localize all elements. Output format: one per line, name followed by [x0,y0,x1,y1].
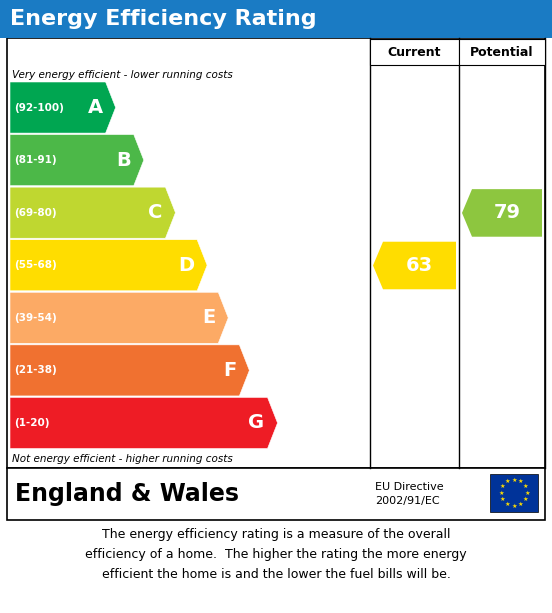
Text: (39-54): (39-54) [14,313,57,323]
Text: EU Directive
2002/91/EC: EU Directive 2002/91/EC [375,482,444,506]
Text: ★: ★ [500,484,506,489]
Bar [7,38,545,468]
Text: B: B [116,151,131,170]
Text: ★: ★ [500,497,506,502]
Text: A: A [87,98,103,117]
Text: ★: ★ [518,479,523,484]
Text: ★: ★ [511,503,517,509]
Text: F: F [223,361,236,380]
Text: C: C [148,203,162,222]
Text: (81-91): (81-91) [14,155,57,165]
Text: 79: 79 [493,204,521,223]
Text: ★: ★ [511,478,517,482]
Text: The energy efficiency rating is a measure of the overall
efficiency of a home.  : The energy efficiency rating is a measur… [85,528,467,581]
Text: 63: 63 [406,256,433,275]
Polygon shape [10,135,144,186]
Text: D: D [178,256,194,275]
Text: (69-80): (69-80) [14,208,57,218]
Polygon shape [373,242,456,289]
Text: ★: ★ [505,502,510,507]
Text: Energy Efficiency Rating: Energy Efficiency Rating [10,9,317,29]
Text: ★: ★ [505,479,510,484]
Bar [7,468,545,520]
Text: England & Wales: England & Wales [15,482,239,506]
Polygon shape [10,397,278,449]
Text: (92-100): (92-100) [14,102,64,113]
Text: (1-20): (1-20) [14,418,50,428]
Text: G: G [248,413,264,432]
Text: E: E [202,308,215,327]
Text: ★: ★ [522,484,528,489]
Text: Not energy efficient - higher running costs: Not energy efficient - higher running co… [12,454,233,464]
Text: Very energy efficient - lower running costs: Very energy efficient - lower running co… [12,69,233,80]
Text: (21-38): (21-38) [14,365,57,375]
Text: ★: ★ [524,490,530,495]
Bar [0,0,552,38]
Bar [490,474,538,512]
Text: ★: ★ [498,490,504,495]
Polygon shape [10,187,176,238]
Text: (55-68): (55-68) [14,261,57,270]
Text: ★: ★ [518,502,523,507]
Polygon shape [10,240,207,291]
Bar [459,39,545,65]
Text: Current: Current [388,45,441,58]
Polygon shape [10,292,228,343]
Text: ★: ★ [522,497,528,502]
Polygon shape [10,82,115,133]
Bar [370,39,459,65]
Polygon shape [10,345,250,396]
Text: Potential: Potential [470,45,534,58]
Polygon shape [462,189,542,237]
